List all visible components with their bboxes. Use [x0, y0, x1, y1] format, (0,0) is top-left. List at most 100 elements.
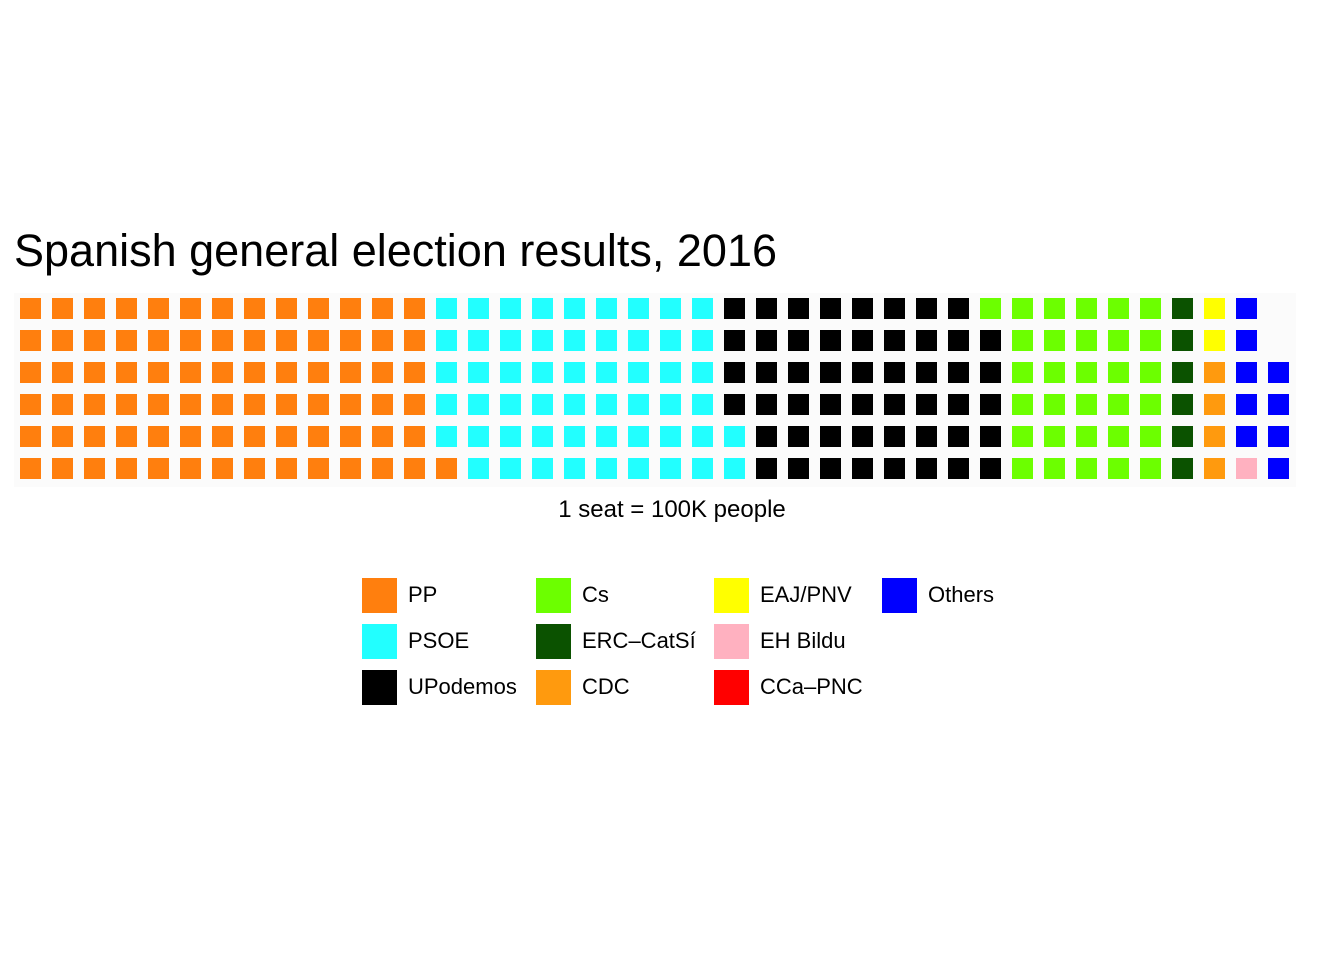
seat-square — [532, 330, 553, 351]
seat-square — [276, 426, 297, 447]
seat-square — [244, 394, 265, 415]
seat-square — [852, 458, 873, 479]
seat-square — [404, 362, 425, 383]
seat-square — [852, 394, 873, 415]
seat-square — [660, 298, 681, 319]
seat-square — [244, 330, 265, 351]
seat-square — [372, 394, 393, 415]
seat-square — [1140, 458, 1161, 479]
seat-square — [820, 330, 841, 351]
seat-square — [1204, 458, 1225, 479]
seat-square — [1204, 298, 1225, 319]
seat-square — [1140, 394, 1161, 415]
seat-square — [116, 458, 137, 479]
seat-square — [564, 458, 585, 479]
seat-square — [596, 362, 617, 383]
seat-square — [692, 298, 713, 319]
waffle-caption: 1 seat = 100K people — [558, 496, 786, 523]
seat-square — [180, 458, 201, 479]
seat-square — [820, 458, 841, 479]
seat-square — [756, 426, 777, 447]
seat-square — [916, 394, 937, 415]
seat-square — [116, 426, 137, 447]
seat-square — [84, 394, 105, 415]
seat-square — [1076, 330, 1097, 351]
seat-square — [820, 394, 841, 415]
seat-square — [52, 362, 73, 383]
seat-square — [436, 330, 457, 351]
seat-square — [212, 426, 233, 447]
seat-square — [660, 362, 681, 383]
seat-square — [724, 362, 745, 383]
seat-square — [1204, 426, 1225, 447]
seat-square — [116, 330, 137, 351]
seat-square — [916, 426, 937, 447]
seat-square — [820, 426, 841, 447]
seat-square — [340, 426, 361, 447]
seat-square — [180, 362, 201, 383]
seat-square — [1172, 362, 1193, 383]
seat-square — [180, 330, 201, 351]
seat-square — [724, 330, 745, 351]
seat-square — [948, 330, 969, 351]
seat-square — [724, 426, 745, 447]
seat-square — [820, 362, 841, 383]
seat-square — [884, 362, 905, 383]
seat-square — [20, 426, 41, 447]
seat-square — [564, 426, 585, 447]
seat-square — [1108, 330, 1129, 351]
seat-square — [532, 458, 553, 479]
seat-square — [1236, 298, 1257, 319]
seat-square — [500, 330, 521, 351]
seat-square — [564, 298, 585, 319]
seat-square — [372, 362, 393, 383]
seat-square — [1044, 362, 1065, 383]
seat-square — [84, 298, 105, 319]
seat-square — [884, 298, 905, 319]
seat-square — [692, 426, 713, 447]
seat-square — [212, 330, 233, 351]
seat-square — [20, 298, 41, 319]
seat-square — [1204, 330, 1225, 351]
seat-square — [404, 458, 425, 479]
seat-square — [980, 298, 1001, 319]
seat-square — [1268, 362, 1289, 383]
seat-square — [884, 426, 905, 447]
seat-square — [628, 426, 649, 447]
seat-square — [500, 362, 521, 383]
seat-square — [980, 394, 1001, 415]
seat-square — [916, 330, 937, 351]
seat-square — [308, 394, 329, 415]
seat-square — [948, 298, 969, 319]
seat-square — [692, 330, 713, 351]
seat-square — [468, 330, 489, 351]
seat-square — [20, 458, 41, 479]
seat-square — [212, 298, 233, 319]
seat-square — [180, 426, 201, 447]
chart-title: Spanish general election results, 2016 — [14, 225, 778, 276]
seat-square — [1108, 426, 1129, 447]
seat-square — [116, 362, 137, 383]
seat-square — [788, 426, 809, 447]
seat-square — [628, 298, 649, 319]
seat-square — [340, 330, 361, 351]
seat-square — [308, 330, 329, 351]
seat-square — [1044, 330, 1065, 351]
seat-square — [788, 362, 809, 383]
seat-square — [372, 298, 393, 319]
seat-square — [116, 394, 137, 415]
seat-square — [596, 298, 617, 319]
seat-square — [52, 298, 73, 319]
seat-square — [1236, 458, 1257, 479]
seat-square — [372, 330, 393, 351]
seat-square — [564, 330, 585, 351]
seat-square — [1172, 330, 1193, 351]
seat-square — [1012, 298, 1033, 319]
seat-square — [276, 458, 297, 479]
seat-square — [244, 298, 265, 319]
seat-square — [532, 426, 553, 447]
seat-square — [20, 394, 41, 415]
seat-square — [180, 298, 201, 319]
seat-square — [1236, 330, 1257, 351]
